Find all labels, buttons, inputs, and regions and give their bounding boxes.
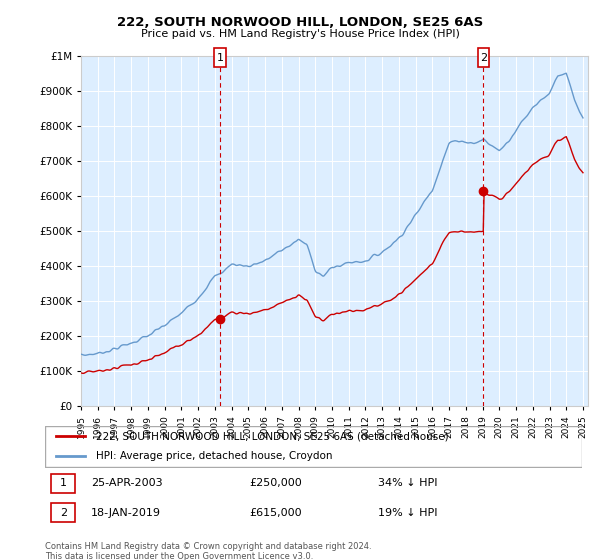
Text: Contains HM Land Registry data © Crown copyright and database right 2024.
This d: Contains HM Land Registry data © Crown c… [45,542,371,560]
Text: 2: 2 [59,508,67,518]
Text: 222, SOUTH NORWOOD HILL, LONDON, SE25 6AS: 222, SOUTH NORWOOD HILL, LONDON, SE25 6A… [117,16,483,29]
Text: 1: 1 [217,53,224,63]
Text: Price paid vs. HM Land Registry's House Price Index (HPI): Price paid vs. HM Land Registry's House … [140,29,460,39]
Bar [52,474,75,493]
Bar [478,48,489,67]
Text: 222, SOUTH NORWOOD HILL, LONDON, SE25 6AS (detached house): 222, SOUTH NORWOOD HILL, LONDON, SE25 6A… [96,431,449,441]
Text: 19% ↓ HPI: 19% ↓ HPI [378,508,437,518]
Text: £615,000: £615,000 [249,508,302,518]
Text: 18-JAN-2019: 18-JAN-2019 [91,508,161,518]
Text: 25-APR-2003: 25-APR-2003 [91,478,162,488]
Text: HPI: Average price, detached house, Croydon: HPI: Average price, detached house, Croy… [96,451,332,461]
Bar [214,48,226,67]
Text: 2: 2 [480,53,487,63]
Text: 1: 1 [60,478,67,488]
Text: 34% ↓ HPI: 34% ↓ HPI [378,478,437,488]
Bar [52,503,75,522]
Text: £250,000: £250,000 [249,478,302,488]
